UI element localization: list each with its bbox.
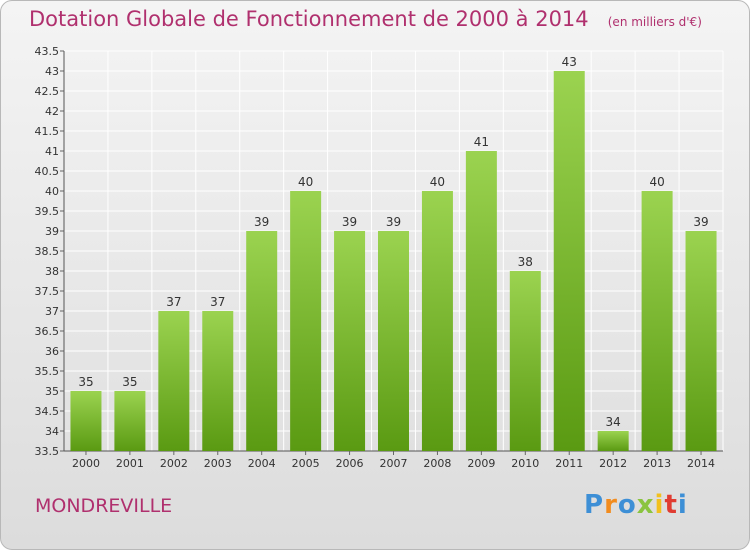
x-tick-label-2010: 2010: [511, 457, 539, 470]
data-label-2012: 34: [606, 415, 621, 429]
x-tick-label-2011: 2011: [555, 457, 583, 470]
y-tick-label: 36: [45, 345, 59, 358]
x-tick-label-2006: 2006: [336, 457, 364, 470]
logo-letter: i: [654, 490, 665, 520]
data-label-2009: 41: [474, 135, 489, 149]
data-label-2002: 37: [166, 295, 181, 309]
x-tick-label-2012: 2012: [599, 457, 627, 470]
bar-2002: [158, 311, 190, 451]
y-tick-label: 35: [45, 385, 59, 398]
bar-2009: [465, 151, 497, 451]
labels: 33.5 34 34.5 35 35.5 36 36.5 37 37.5 38 38.5 39 39.5…: [35, 45, 716, 470]
x-tick-label-2001: 2001: [116, 457, 144, 470]
bar-2008: [421, 191, 453, 451]
data-label-2008: 40: [430, 175, 445, 189]
logo-letter: t: [664, 490, 678, 520]
y-tick-label: 42: [45, 105, 59, 118]
x-tick-label-2009: 2009: [467, 457, 495, 470]
logo-letter: P: [584, 490, 605, 520]
x-tick-label-2004: 2004: [248, 457, 276, 470]
bar-2006: [334, 231, 366, 451]
data-label-2013: 40: [649, 175, 664, 189]
bar-2000: [70, 391, 102, 451]
chart-title-text: Dotation Globale de Fonctionnement de 20…: [29, 7, 589, 31]
y-tick-label: 39.5: [35, 205, 60, 218]
bars: [70, 71, 717, 451]
data-label-2001: 35: [122, 375, 137, 389]
chart-title: Dotation Globale de Fonctionnement de 20…: [29, 7, 702, 31]
x-tick-label-2014: 2014: [687, 457, 715, 470]
bar-2001: [114, 391, 146, 451]
bar-2012: [597, 431, 629, 451]
data-label-2006: 39: [342, 215, 357, 229]
data-label-2003: 37: [210, 295, 225, 309]
y-tick-label: 38.5: [35, 245, 60, 258]
data-label-2004: 39: [254, 215, 269, 229]
x-tick-label-2002: 2002: [160, 457, 188, 470]
y-tick-label: 43: [45, 65, 59, 78]
y-tick-label: 41: [45, 145, 59, 158]
logo-letter: x: [636, 490, 655, 520]
x-tick-label-2008: 2008: [423, 457, 451, 470]
y-tick-label: 33.5: [35, 445, 60, 458]
x-tick-label-2005: 2005: [292, 457, 320, 470]
bar-2007: [378, 231, 409, 451]
y-tick-label: 34: [45, 425, 59, 438]
y-tick-label: 40: [45, 185, 59, 198]
bar-2010: [509, 271, 541, 451]
x-tick-label-2013: 2013: [643, 457, 671, 470]
data-label-2014: 39: [693, 215, 708, 229]
x-tick-label-2000: 2000: [72, 457, 100, 470]
y-tick-label: 39: [45, 225, 59, 238]
bar-2004: [246, 231, 278, 451]
data-label-2000: 35: [78, 375, 93, 389]
logo-letter: i: [677, 490, 688, 520]
logo-letter: r: [604, 490, 618, 520]
x-tick-label-2003: 2003: [204, 457, 232, 470]
bar-2011: [553, 71, 585, 451]
chart-unit: (en milliers d'€): [607, 15, 702, 29]
x-tick-label-2007: 2007: [380, 457, 408, 470]
y-tick-label: 41.5: [35, 125, 60, 138]
logo-letter: o: [617, 490, 637, 520]
bar-2013: [641, 191, 673, 451]
bar-2014: [685, 231, 717, 451]
data-label-2011: 43: [562, 55, 577, 69]
y-tick-label: 37: [45, 305, 59, 318]
data-label-2007: 39: [386, 215, 401, 229]
y-tick-label: 40.5: [35, 165, 60, 178]
y-tick-label: 43.5: [35, 45, 60, 58]
y-tick-label: 35.5: [35, 365, 60, 378]
y-tick-label: 42.5: [35, 85, 60, 98]
data-label-2010: 38: [518, 255, 533, 269]
y-tick-label: 34.5: [35, 405, 60, 418]
y-tick-label: 38: [45, 265, 59, 278]
y-tick-label: 37.5: [35, 285, 60, 298]
data-label-2005: 40: [298, 175, 313, 189]
bar-2005: [290, 191, 322, 451]
bar-2003: [202, 311, 234, 451]
y-tick-label: 36.5: [35, 325, 60, 338]
commune-name: MONDREVILLE: [35, 495, 173, 517]
